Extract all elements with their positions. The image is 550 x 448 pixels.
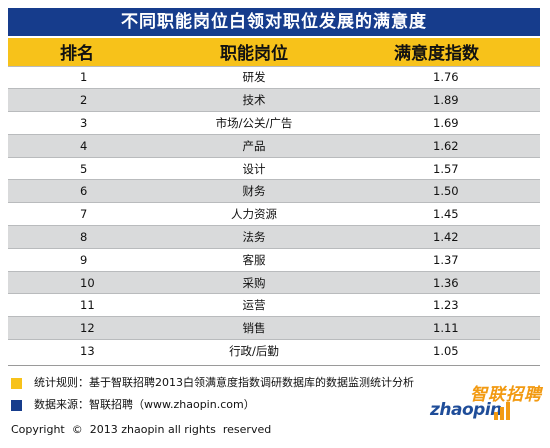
position-cell: 市场/公关/广告 xyxy=(158,111,350,135)
score-cell: 1.37 xyxy=(350,247,540,272)
table-row: 11 运营 1.23 xyxy=(8,293,540,317)
method-note: 统计规则：基于智联招聘2013白领满意度指数调研数据库的数据监测统计分析 xyxy=(11,375,414,391)
source-note: 数据来源：智联招聘（www.zhaopin.com） xyxy=(11,397,255,413)
table-row: 3 市场/公关/广告 1.69 xyxy=(8,111,540,135)
rank-cell: 5 xyxy=(8,156,158,180)
copyright: Copyright © 2013 zhaopin all rights rese… xyxy=(11,423,272,436)
logo-en: zhaopin xyxy=(430,400,502,420)
position-cell: 运营 xyxy=(158,293,350,317)
rank-cell: 3 xyxy=(8,111,158,135)
score-cell: 1.50 xyxy=(350,179,540,203)
zhaopin-logo: 智联招聘 zhaopin xyxy=(430,380,542,426)
table-row: 5 设计 1.57 xyxy=(8,156,540,180)
score-cell: 1.11 xyxy=(350,316,540,340)
rank-cell: 1 xyxy=(8,65,158,89)
table-header-row: 排名 职能岗位 满意度指数 xyxy=(8,38,540,66)
table-row: 9 客服 1.37 xyxy=(8,247,540,272)
rank-cell: 11 xyxy=(8,293,158,317)
method-note-text: 统计规则：基于智联招聘2013白领满意度指数调研数据库的数据监测统计分析 xyxy=(34,376,414,389)
position-cell: 客服 xyxy=(158,247,350,272)
table-row: 1 研发 1.76 xyxy=(8,65,540,89)
score-cell: 1.36 xyxy=(350,270,540,294)
rank-cell: 4 xyxy=(8,133,158,158)
position-cell: 产品 xyxy=(158,133,350,158)
header-score: 满意度指数 xyxy=(350,38,540,66)
source-note-text: 数据来源：智联招聘（www.zhaopin.com） xyxy=(34,398,255,411)
rank-cell: 10 xyxy=(8,270,158,294)
position-cell: 法务 xyxy=(158,225,350,249)
blue-square-icon xyxy=(11,399,22,411)
score-cell: 1.89 xyxy=(350,88,540,112)
position-cell: 技术 xyxy=(158,88,350,112)
header-position: 职能岗位 xyxy=(158,38,350,66)
table-row: 4 产品 1.62 xyxy=(8,133,540,158)
footer-divider xyxy=(8,365,540,366)
logo-bars-icon xyxy=(494,402,510,420)
rank-cell: 12 xyxy=(8,316,158,340)
score-cell: 1.69 xyxy=(350,111,540,135)
table-row: 7 人力资源 1.45 xyxy=(8,202,540,226)
position-cell: 销售 xyxy=(158,316,350,340)
score-cell: 1.57 xyxy=(350,156,540,180)
table-row: 2 技术 1.89 xyxy=(8,88,540,112)
position-cell: 人力资源 xyxy=(158,202,350,226)
table-row: 6 财务 1.50 xyxy=(8,179,540,203)
position-cell: 财务 xyxy=(158,179,350,203)
score-cell: 1.42 xyxy=(350,225,540,249)
yellow-square-icon xyxy=(11,377,22,389)
table-row: 12 销售 1.11 xyxy=(8,316,540,340)
logo-cn: 智联招聘 xyxy=(470,385,542,405)
table-row: 10 采购 1.36 xyxy=(8,270,540,294)
position-cell: 研发 xyxy=(158,65,350,89)
position-cell: 设计 xyxy=(158,156,350,180)
rank-cell: 6 xyxy=(8,179,158,203)
chart-title: 不同职能岗位白领对职位发展的满意度 xyxy=(8,8,540,36)
score-cell: 1.76 xyxy=(350,65,540,89)
score-cell: 1.62 xyxy=(350,133,540,158)
position-cell: 行政/后勤 xyxy=(158,339,350,363)
score-cell: 1.45 xyxy=(350,202,540,226)
rank-cell: 8 xyxy=(8,225,158,249)
rank-cell: 9 xyxy=(8,247,158,272)
score-cell: 1.23 xyxy=(350,293,540,317)
satisfaction-table: 排名 职能岗位 满意度指数 1 研发 1.76 2 技术 1.89 3 市场/公关/广告 1.6… xyxy=(8,38,540,363)
table-row: 13 行政/后勤 1.05 xyxy=(8,339,540,363)
rank-cell: 2 xyxy=(8,88,158,112)
position-cell: 采购 xyxy=(158,270,350,294)
header-rank: 排名 xyxy=(8,38,158,66)
rank-cell: 7 xyxy=(8,202,158,226)
score-cell: 1.05 xyxy=(350,339,540,363)
rank-cell: 13 xyxy=(8,339,158,363)
table-row: 8 法务 1.42 xyxy=(8,225,540,249)
